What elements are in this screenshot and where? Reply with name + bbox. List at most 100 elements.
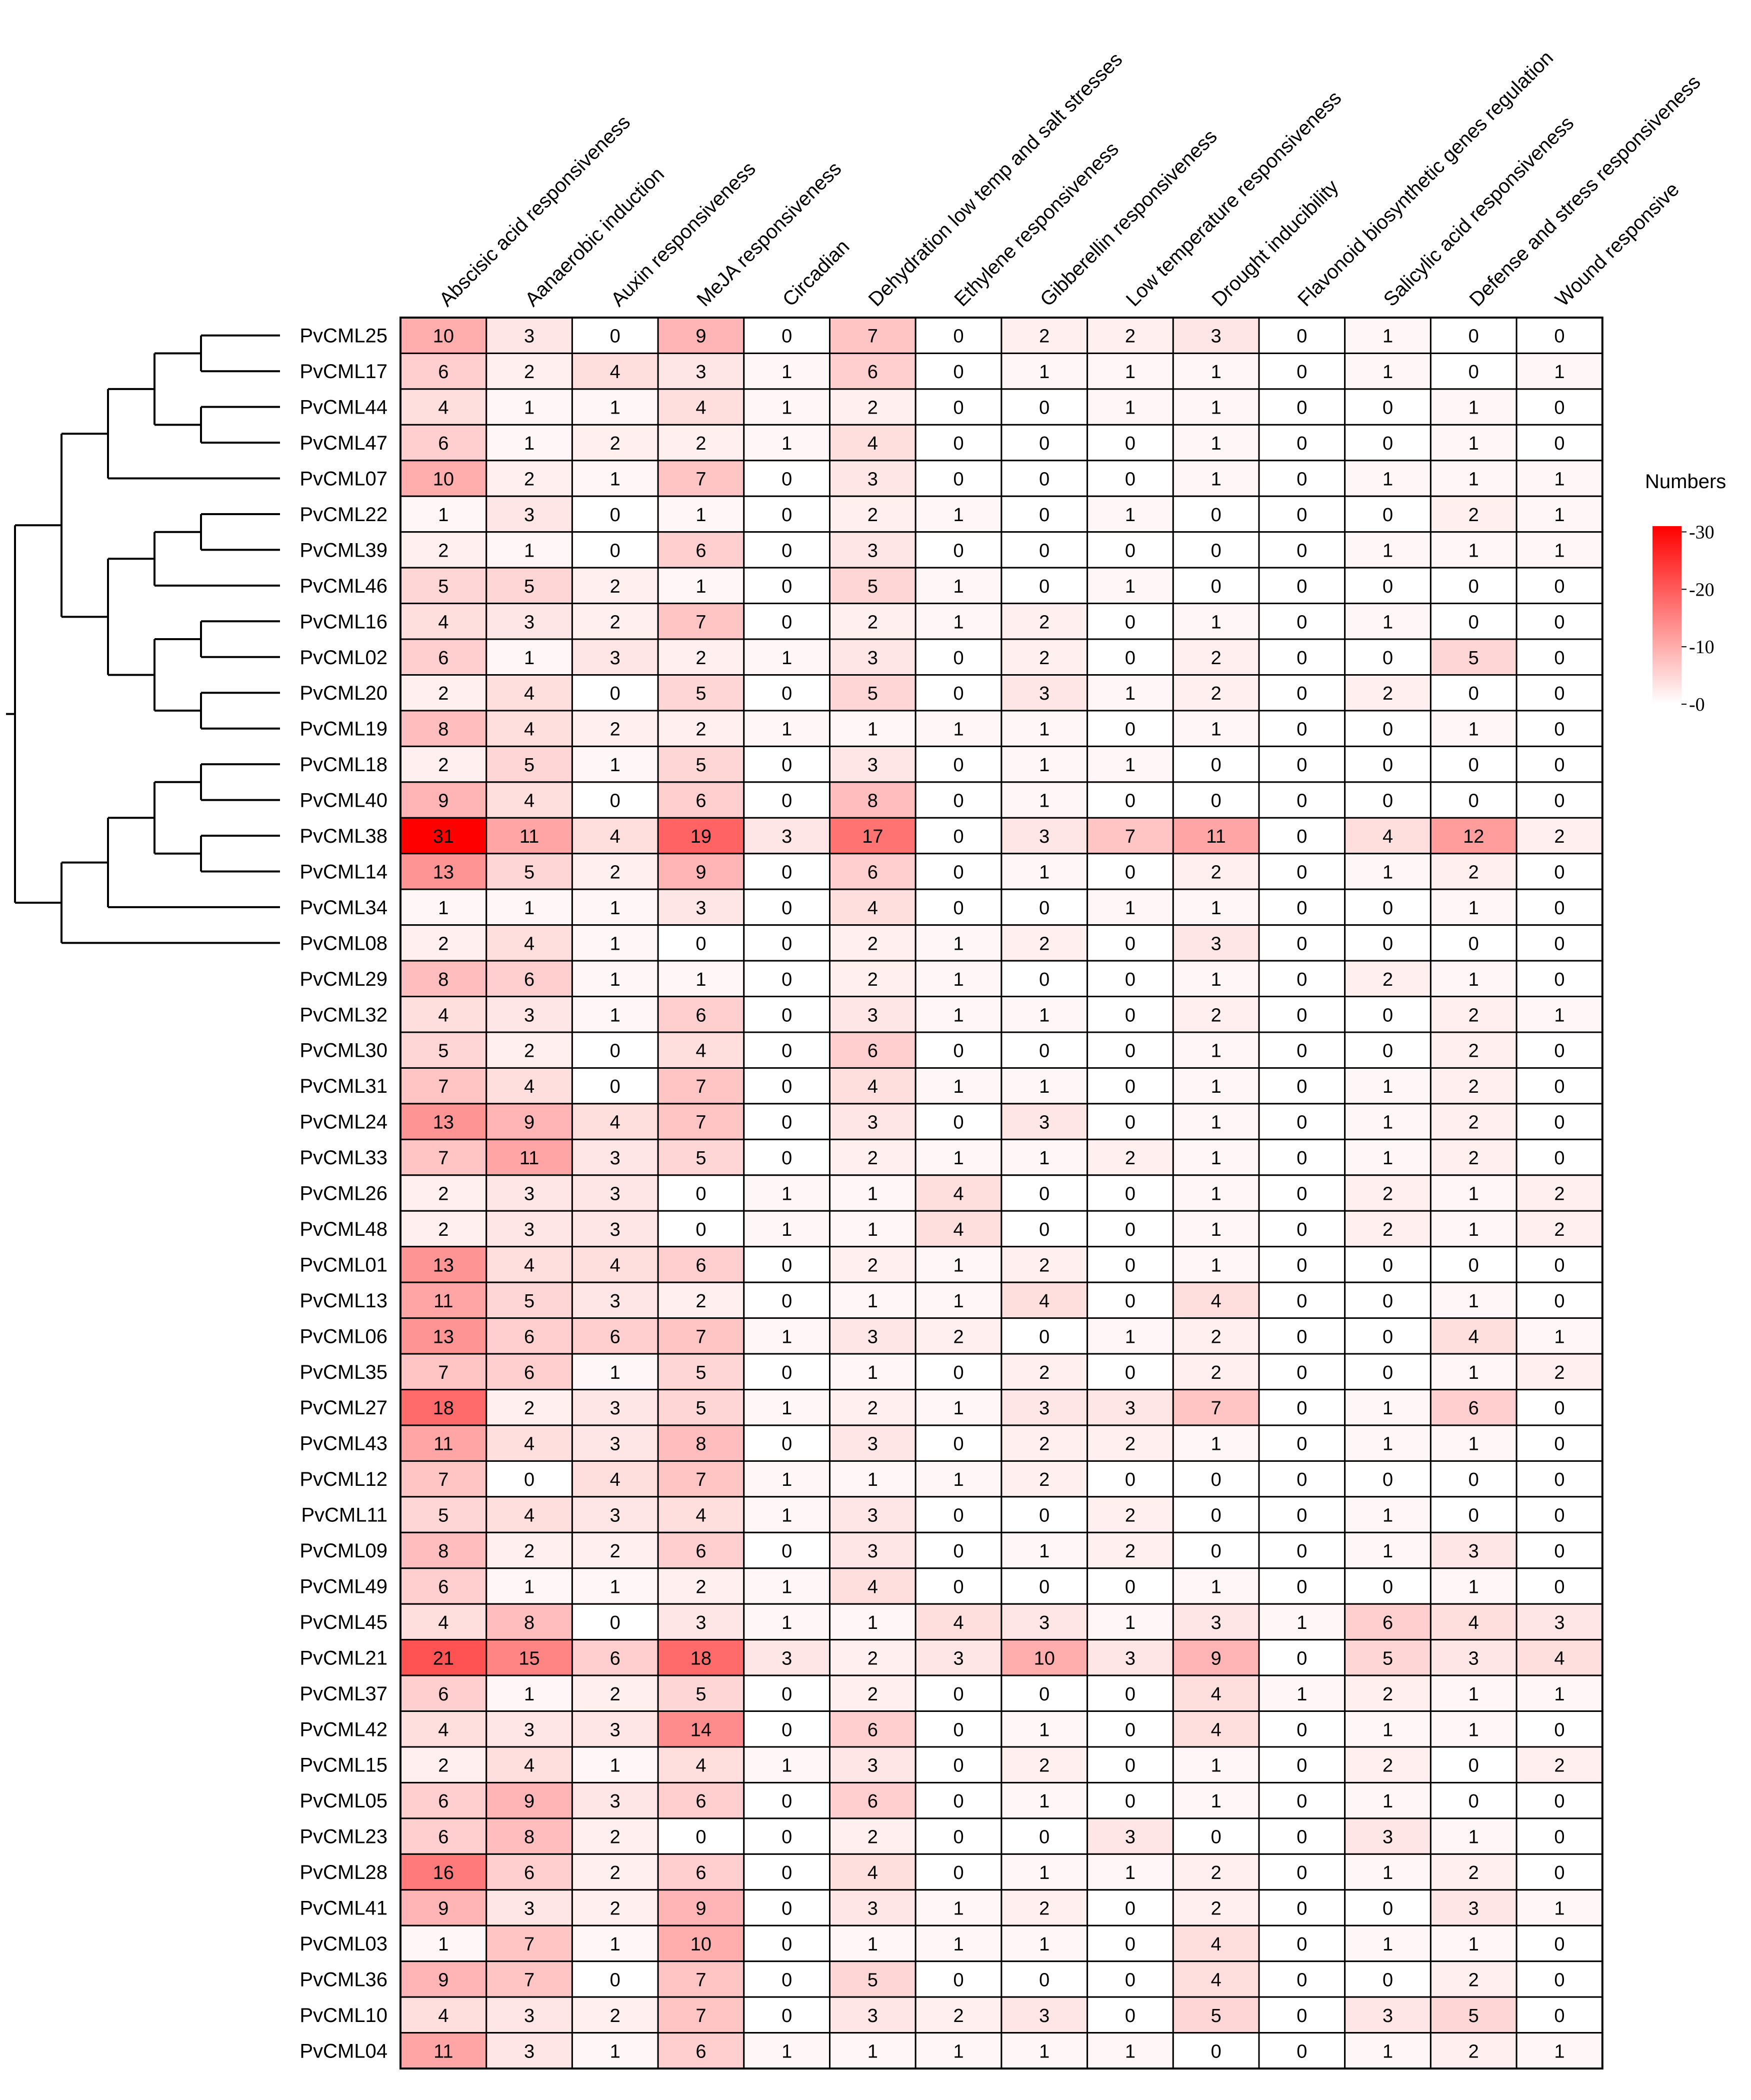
cell-value-pvcml24-ethylene-responsiveness: 0 (953, 1112, 964, 1133)
cell-value-pvcml20-defense-and-stress-responsiveness: 0 (1468, 683, 1479, 704)
cell-pvcml04-circadian (743, 2032, 831, 2069)
cell-pvcml09-ethylene-responsiveness (914, 1531, 1002, 1569)
cell-pvcml09-drought-inducibility (1172, 1531, 1260, 1569)
cell-pvcml31-auxin-responsiveness (571, 1067, 659, 1105)
cell-pvcml36-drought-inducibility (1172, 1960, 1260, 1998)
cell-value-pvcml27-abscisic-acid-responsiveness: 18 (433, 1398, 454, 1419)
cell-value-pvcml47-abscisic-acid-responsiveness: 6 (438, 433, 448, 454)
cell-value-pvcml48-wound-responsive: 2 (1554, 1219, 1564, 1240)
cell-pvcml47-auxin-responsiveness (571, 424, 659, 462)
cell-value-pvcml06-ethylene-responsiveness: 2 (953, 1326, 964, 1347)
cell-pvcml43-flavonoid-biosynthetic-genes-regulation (1258, 1424, 1346, 1462)
cell-value-pvcml41-drought-inducibility: 2 (1211, 1898, 1222, 1919)
cell-value-pvcml04-low-temperature-responsiveness: 1 (1125, 2041, 1136, 2062)
cell-value-pvcml23-circadian: 0 (782, 1827, 792, 1848)
cell-value-pvcml34-gibberellin-responsiveness: 0 (1039, 898, 1050, 919)
cell-pvcml49-low-temperature-responsiveness (1086, 1567, 1174, 1605)
cell-value-pvcml02-meja-responsiveness: 2 (696, 648, 706, 669)
cell-value-pvcml20-wound-responsive: 0 (1554, 683, 1564, 704)
cell-pvcml27-aanaerobic-induction (486, 1389, 573, 1426)
cell-pvcml07-meja-responsiveness (657, 460, 745, 497)
cell-value-pvcml03-defense-and-stress-responsiveness: 1 (1468, 1934, 1479, 1955)
cell-value-pvcml28-defense-and-stress-responsiveness: 2 (1468, 1862, 1479, 1883)
cell-value-pvcml41-auxin-responsiveness: 2 (610, 1898, 620, 1919)
row-label-pvcml08: PvCML08 (300, 932, 388, 954)
cell-value-pvcml03-salicylic-acid-responsiveness: 1 (1382, 1934, 1393, 1955)
cell-value-pvcml28-abscisic-acid-responsiveness: 16 (433, 1862, 454, 1883)
cell-pvcml29-aanaerobic-induction (486, 960, 573, 998)
cell-value-pvcml06-abscisic-acid-responsiveness: 13 (433, 1326, 454, 1347)
cell-pvcml44-drought-inducibility (1172, 388, 1260, 426)
cell-value-pvcml45-gibberellin-responsiveness: 3 (1039, 1612, 1050, 1633)
cell-value-pvcml03-low-temperature-responsiveness: 0 (1125, 1934, 1136, 1955)
cell-pvcml11-auxin-responsiveness (571, 1496, 659, 1533)
cell-value-pvcml27-salicylic-acid-responsiveness: 1 (1382, 1398, 1393, 1419)
cell-value-pvcml36-ethylene-responsiveness: 0 (953, 1969, 964, 1990)
cell-pvcml24-meja-responsiveness (657, 1103, 745, 1140)
cell-value-pvcml45-dehydration-low-temp-and-salt-stresses: 1 (868, 1612, 878, 1633)
cell-value-pvcml33-auxin-responsiveness: 3 (610, 1148, 620, 1169)
cell-pvcml26-circadian (743, 1174, 831, 1212)
cell-value-pvcml07-drought-inducibility: 1 (1211, 469, 1222, 490)
row-label-pvcml29: PvCML29 (300, 968, 388, 990)
cell-value-pvcml08-wound-responsive: 0 (1554, 933, 1564, 954)
cell-pvcml33-gibberellin-responsiveness (1000, 1138, 1088, 1176)
cell-pvcml31-flavonoid-biosynthetic-genes-regulation (1258, 1067, 1346, 1105)
cell-value-pvcml43-meja-responsiveness: 8 (696, 1434, 706, 1455)
cell-value-pvcml06-gibberellin-responsiveness: 0 (1039, 1326, 1050, 1347)
cell-value-pvcml47-low-temperature-responsiveness: 0 (1125, 433, 1136, 454)
cell-value-pvcml30-aanaerobic-induction: 2 (524, 1041, 534, 1062)
cell-value-pvcml41-dehydration-low-temp-and-salt-stresses: 3 (868, 1898, 878, 1919)
cell-value-pvcml26-drought-inducibility: 1 (1211, 1184, 1222, 1205)
cell-value-pvcml46-wound-responsive: 0 (1554, 576, 1564, 597)
column-label-ethylene-responsiveness: Ethylene responsiveness (950, 138, 1123, 311)
cell-value-pvcml21-ethylene-responsiveness: 3 (953, 1648, 964, 1669)
cell-value-pvcml44-ethylene-responsiveness: 0 (953, 398, 964, 419)
cell-value-pvcml33-circadian: 0 (782, 1148, 792, 1169)
cell-value-pvcml24-aanaerobic-induction: 9 (524, 1112, 534, 1133)
cell-pvcml03-meja-responsiveness (657, 1924, 745, 1962)
cell-value-pvcml31-dehydration-low-temp-and-salt-stresses: 4 (868, 1076, 878, 1097)
cell-value-pvcml17-ethylene-responsiveness: 0 (953, 362, 964, 383)
cell-pvcml44-meja-responsiveness (657, 388, 745, 426)
cell-pvcml37-dehydration-low-temp-and-salt-stresses (829, 1674, 916, 1712)
cell-value-pvcml14-ethylene-responsiveness: 0 (953, 862, 964, 883)
cell-value-pvcml30-circadian: 0 (782, 1041, 792, 1062)
cell-pvcml13-salicylic-acid-responsiveness (1344, 1281, 1432, 1319)
cell-pvcml04-gibberellin-responsiveness (1000, 2032, 1088, 2069)
cell-value-pvcml30-abscisic-acid-responsiveness: 5 (438, 1041, 448, 1062)
cell-value-pvcml38-dehydration-low-temp-and-salt-stresses: 17 (862, 826, 883, 847)
row-label-pvcml45: PvCML45 (300, 1611, 388, 1633)
cell-value-pvcml42-salicylic-acid-responsiveness: 1 (1382, 1719, 1393, 1740)
cell-pvcml32-salicylic-acid-responsiveness (1344, 996, 1432, 1033)
row-label-pvcml24: PvCML24 (300, 1111, 388, 1133)
cell-pvcml37-wound-responsive (1516, 1674, 1604, 1712)
cell-value-pvcml46-auxin-responsiveness: 2 (610, 576, 620, 597)
cell-value-pvcml08-gibberellin-responsiveness: 2 (1039, 933, 1050, 954)
cell-value-pvcml13-wound-responsive: 0 (1554, 1291, 1564, 1312)
cell-value-pvcml39-abscisic-acid-responsiveness: 2 (438, 540, 448, 561)
row-label-pvcml32: PvCML32 (300, 1004, 388, 1026)
cell-value-pvcml34-circadian: 0 (782, 898, 792, 919)
cell-pvcml05-dehydration-low-temp-and-salt-stresses (829, 1781, 916, 1819)
cell-value-pvcml02-circadian: 1 (782, 648, 792, 669)
cell-value-pvcml49-flavonoid-biosynthetic-genes-regulation: 0 (1296, 1576, 1307, 1597)
cell-value-pvcml11-abscisic-acid-responsiveness: 5 (438, 1505, 448, 1526)
legend-tick-label-0: -0 (1689, 694, 1705, 715)
cell-value-pvcml03-flavonoid-biosynthetic-genes-regulation: 0 (1296, 1934, 1307, 1955)
cell-pvcml23-flavonoid-biosynthetic-genes-regulation (1258, 1817, 1346, 1855)
cell-value-pvcml43-gibberellin-responsiveness: 2 (1039, 1434, 1050, 1455)
cell-pvcml47-dehydration-low-temp-and-salt-stresses (829, 424, 916, 462)
cell-value-pvcml45-abscisic-acid-responsiveness: 4 (438, 1612, 448, 1633)
cell-value-pvcml39-ethylene-responsiveness: 0 (953, 540, 964, 561)
cell-pvcml21-circadian (743, 1639, 831, 1676)
cell-value-pvcml36-flavonoid-biosynthetic-genes-regulation: 0 (1296, 1969, 1307, 1990)
cell-pvcml05-defense-and-stress-responsiveness (1430, 1781, 1518, 1819)
cell-pvcml06-meja-responsiveness (657, 1317, 745, 1355)
cell-pvcml38-aanaerobic-induction (486, 817, 573, 855)
cell-value-pvcml25-abscisic-acid-responsiveness: 10 (433, 326, 454, 347)
cell-value-pvcml34-meja-responsiveness: 3 (696, 898, 706, 919)
cell-value-pvcml44-meja-responsiveness: 4 (696, 398, 706, 419)
cell-value-pvcml06-aanaerobic-induction: 6 (524, 1326, 534, 1347)
cell-value-pvcml34-aanaerobic-induction: 1 (524, 898, 534, 919)
